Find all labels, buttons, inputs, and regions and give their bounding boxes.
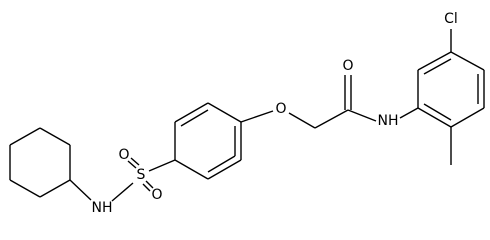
atom-label: O [151,187,162,203]
atom-label: NH [92,200,113,216]
atom-label: NH [378,113,399,129]
atom-label: Cl [444,11,458,27]
atom-label: S [137,167,146,183]
atom-label: O [275,101,286,117]
atom-label: O [118,147,129,163]
molecule-diagram: Cl O NH O O S O NH [9,11,485,216]
atom-label: O [342,58,353,74]
bonds [9,29,485,202]
